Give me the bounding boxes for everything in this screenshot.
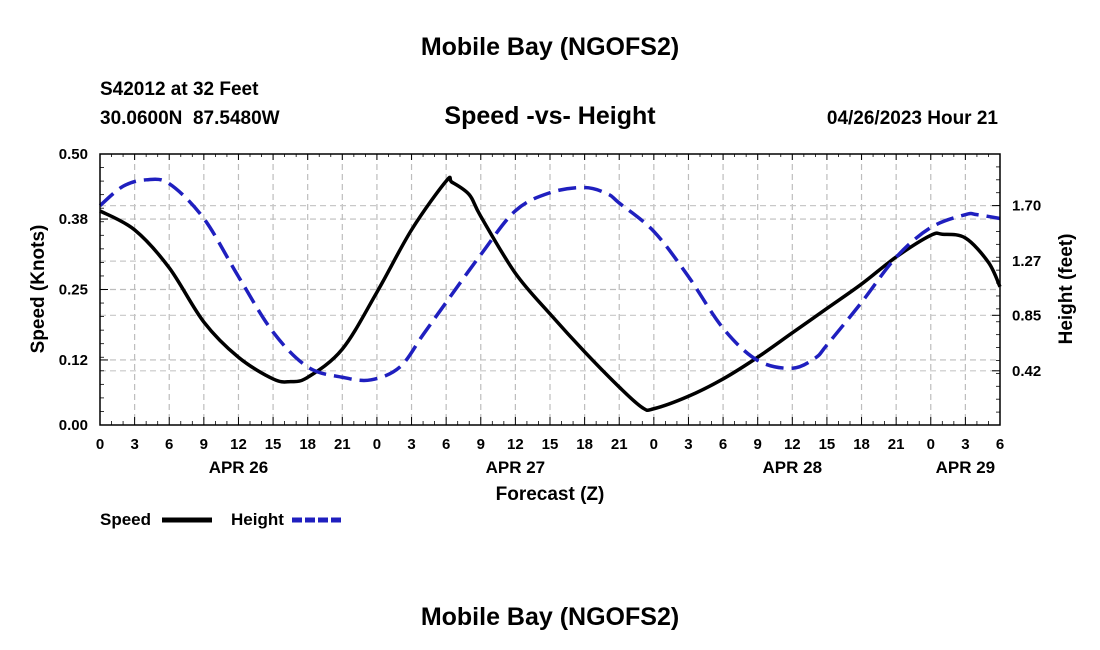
grid-lines [100,154,1000,425]
plot-frame [99,153,1001,426]
x-tick-label: 3 [961,436,969,453]
location-label: 30.0600N 87.5480W [100,108,280,129]
chart-subtitle: Speed -vs- Height [444,102,656,130]
x-tick-label: 18 [576,436,593,453]
x-tick-label: 3 [684,436,692,453]
left-axis-title: Speed (Knots) [28,225,49,354]
x-tick-label: 21 [888,436,905,453]
y-right-tick-label: 0.85 [1012,307,1041,324]
series-line-speed [99,175,1002,413]
chart-title: Mobile Bay (NGOFS2) [421,33,679,61]
date-label: APR 28 [763,458,823,477]
x-tick-label: 15 [819,436,836,453]
series-lines [98,175,1002,413]
x-tick-label: 12 [507,436,524,453]
x-tick-label: 15 [265,436,282,453]
station-label: S42012 at 32 Feet [100,79,259,100]
x-tick-label: 21 [611,436,628,453]
y-right-tick-label: 0.42 [1012,363,1041,380]
legend-label-height: Height [231,510,284,529]
x-tick-label: 6 [719,436,727,453]
x-tick-label: 0 [650,436,658,453]
series-line-height [98,177,1001,383]
y-right-tick-label: 1.70 [1012,198,1041,215]
y-right-tick-label: 1.27 [1012,253,1041,270]
x-tick-label: 3 [407,436,415,453]
y-left-tick-label: 0.25 [59,282,88,299]
y-left-tick-label: 0.12 [59,352,88,369]
right-axis-title: Height (feet) [1056,234,1077,345]
date-label: APR 29 [936,458,996,477]
y-left-tick-label: 0.50 [59,146,88,163]
x-tick-label: 15 [542,436,559,453]
x-tick-label: 12 [230,436,247,453]
forecast-time: 04/26/2023 Hour 21 [827,108,999,129]
x-axis-title: Forecast (Z) [496,484,605,505]
x-tick-label: 6 [996,436,1004,453]
x-tick-label: 18 [853,436,870,453]
legend: Speed Height [100,510,342,529]
x-tick-label: 0 [373,436,381,453]
y-left-tick-label: 0.38 [59,211,88,228]
x-tick-label: 21 [334,436,351,453]
x-tick-label: 9 [754,436,762,453]
x-tick-label: 9 [477,436,485,453]
date-label: APR 26 [209,458,269,477]
x-tick-label: 0 [96,436,104,453]
date-label: APR 27 [486,458,546,477]
axis-labels: 0 3 6 9 12 15 18 21 0 3 6 9 12 15 18 21 0 3 6 9 12 15 18 21 0 3 6A… [59,146,1041,477]
x-tick-label: 0 [927,436,935,453]
x-tick-label: 6 [165,436,173,453]
bottom-title: Mobile Bay (NGOFS2) [421,603,679,631]
x-tick-label: 18 [299,436,316,453]
legend-label-speed: Speed [100,510,151,529]
x-tick-label: 3 [130,436,138,453]
x-tick-label: 6 [442,436,450,453]
x-tick-label: 9 [200,436,208,453]
y-left-tick-label: 0.00 [59,417,88,434]
x-tick-label: 12 [784,436,801,453]
